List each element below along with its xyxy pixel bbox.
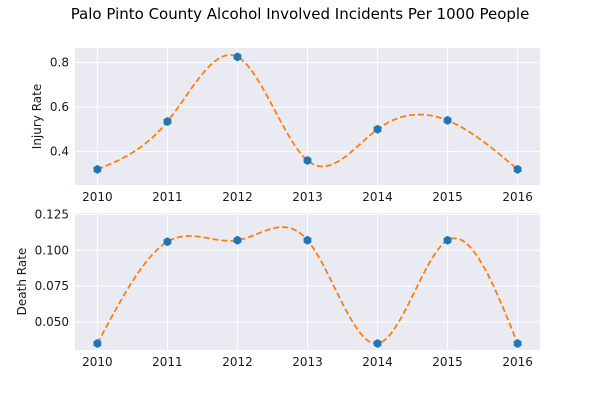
y-tick-label: 0.100: [35, 243, 69, 257]
x-tick-label: 2010: [82, 355, 113, 369]
chart-title: Palo Pinto County Alcohol Involved Incid…: [70, 5, 530, 23]
y-tick-label: 0.050: [35, 315, 69, 329]
data-point: [93, 164, 102, 174]
x-tick-label: 2015: [432, 190, 463, 204]
subplot-injury: 2010 2011 2012 2013 2014 2015 2016 0.4 0.6 0.8 Inj…: [30, 48, 540, 204]
x-tick-label: 2010: [82, 190, 113, 204]
x-tick-label: 2011: [152, 355, 183, 369]
x-tick-label: 2012: [222, 355, 253, 369]
x-tick-label: 2013: [292, 355, 323, 369]
y-axis-label: Death Rate: [15, 248, 29, 316]
x-tick-label: 2012: [222, 190, 253, 204]
data-point: [443, 115, 452, 125]
x-tick-label: 2016: [502, 190, 533, 204]
data-point: [373, 124, 382, 134]
data-point: [303, 156, 312, 165]
subplot-death: 2010 2011 2012 2013 2014 2015 2016 0.050 0.075 0.…: [15, 207, 540, 369]
x-tick-label: 2013: [292, 190, 323, 204]
y-axis-label: Injury Rate: [30, 84, 44, 149]
data-point: [303, 235, 312, 245]
data-point: [163, 117, 172, 127]
data-point: [513, 164, 522, 174]
x-tick-label: 2015: [432, 355, 463, 369]
data-point: [513, 339, 522, 349]
data-point: [93, 339, 102, 349]
x-tick-label: 2011: [152, 190, 183, 204]
y-tick-label: 0.125: [35, 207, 69, 221]
x-tick-label: 2014: [362, 190, 393, 204]
x-tick-label: 2014: [362, 355, 393, 369]
y-tick-label: 0.8: [50, 55, 69, 69]
data-point: [233, 52, 242, 62]
x-tick-label: 2016: [502, 355, 533, 369]
data-point: [163, 237, 172, 247]
data-point: [443, 235, 452, 245]
data-point: [373, 339, 382, 349]
y-tick-label: 0.6: [50, 100, 69, 114]
y-tick-label: 0.4: [50, 145, 69, 159]
data-point: [233, 235, 242, 245]
y-tick-label: 0.075: [35, 279, 69, 293]
